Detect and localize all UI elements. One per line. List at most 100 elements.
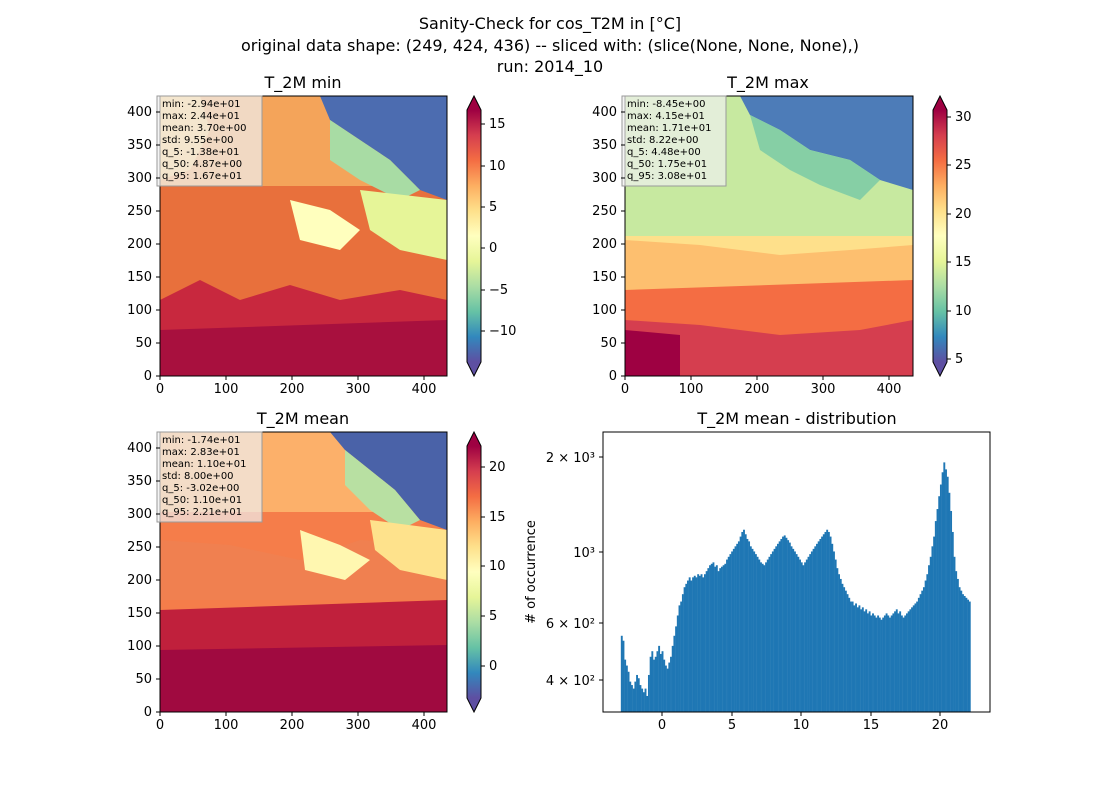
histogram-bar (631, 685, 633, 712)
histogram-bar (812, 548, 815, 712)
y-tick-label: 0 (144, 705, 152, 720)
histogram-bar (958, 587, 961, 712)
x-tick-label: 100 (679, 382, 704, 397)
stats-line: q_5: 4.48e+00 (627, 147, 701, 158)
heatmap-image (159, 431, 448, 713)
histogram-bar (627, 671, 630, 712)
colorbar-tick-label: 15 (955, 255, 972, 270)
histogram-bar (680, 601, 683, 712)
colorbar: 0 5 10 15 20 (466, 430, 506, 714)
histogram-bar (754, 554, 757, 712)
y-tick-label: 150 (592, 270, 617, 285)
histogram-bar (712, 562, 715, 712)
histogram-bar (829, 536, 832, 712)
histogram-bar (795, 554, 798, 712)
y-tick-label: 350 (127, 474, 152, 489)
y-tick-label: 200 (127, 573, 152, 588)
histogram-bar (715, 565, 718, 712)
stats-line: q_95: 3.08e+01 (627, 171, 707, 182)
x-tick-label: 200 (745, 382, 770, 397)
histogram-bar (717, 571, 720, 712)
stats-line: q_95: 2.21e+01 (162, 507, 242, 518)
stats-box: min: -1.74e+01 max: 2.83e+01 mean: 1.10e… (156, 431, 263, 523)
histogram-bar (895, 609, 898, 712)
histogram-bar (761, 563, 764, 712)
colorbar-tick-label: 5 (955, 352, 963, 367)
histogram-bar (860, 609, 863, 712)
x-axis: 0 100 200 300 400 (621, 376, 901, 397)
y-tick-label: 50 (135, 336, 152, 351)
histogram-bar (904, 615, 907, 712)
y-tick-label: 250 (127, 204, 152, 219)
stats-box: min: -8.45e+00 max: 4.15e+01 mean: 1.71e… (621, 95, 727, 187)
histogram-bar (663, 659, 666, 712)
colorbar-tick-label: 0 (489, 659, 497, 674)
colorbar-tick-label: 30 (955, 110, 972, 125)
histogram-bar (805, 559, 808, 712)
histogram-bar (760, 562, 762, 712)
y-tick-label: 350 (127, 138, 152, 153)
colorbar-tick-label: 15 (489, 117, 506, 132)
y-tick-label: 100 (127, 639, 152, 654)
histogram-bar (739, 536, 742, 712)
histogram-bar (948, 492, 951, 712)
stats-line: mean: 3.70e+00 (162, 123, 246, 134)
histogram-bar (810, 551, 813, 712)
y-tick-label: 4 × 10² (546, 674, 595, 689)
stats-line: q_50: 4.87e+00 (162, 159, 242, 170)
x-tick-label: 0 (156, 382, 164, 397)
histogram-bar (690, 580, 693, 712)
histogram-bar (788, 542, 791, 712)
histogram-bar (649, 656, 652, 712)
histogram-bar (775, 546, 778, 712)
histogram-bar (693, 575, 696, 712)
histogram-bar (865, 609, 868, 712)
histogram-bar (906, 613, 908, 712)
x-tick-label: 400 (412, 382, 437, 397)
histogram-bar (807, 556, 810, 712)
y-tick-label: 350 (592, 138, 617, 153)
stats-line: max: 2.44e+01 (162, 111, 240, 122)
histogram-bar (941, 472, 944, 712)
histogram-bar (732, 548, 735, 712)
histogram-bar (646, 695, 649, 712)
histogram-bar (843, 587, 846, 712)
x-tick-label: 100 (214, 718, 239, 733)
histogram-bar (878, 617, 881, 712)
x-axis: 0 100 200 300 400 (156, 376, 437, 397)
panel-t2m-min: T_2M min min: -2.94e+01 max: 2.44e+01 me… (127, 73, 516, 397)
colorbar-tick-label: 15 (489, 510, 506, 525)
histogram-bar (710, 563, 713, 712)
histogram-bar (858, 605, 861, 712)
histogram-bar (931, 546, 934, 712)
colorbar-extend-min (933, 362, 947, 376)
histogram-bar (907, 611, 910, 712)
y-tick-label: 2 × 10³ (546, 451, 595, 466)
histogram-bar (934, 521, 937, 712)
panel-t2m-mean: T_2M mean min: -1.74e+01 max: 2.83e+01 m… (127, 409, 505, 733)
histogram-bar (664, 665, 667, 712)
histogram-bar (729, 554, 732, 712)
panel-title: T_2M max (726, 73, 809, 93)
x-tick-label: 300 (811, 382, 836, 397)
histogram-bar (899, 611, 902, 712)
colorbar-tick-label: 10 (489, 159, 506, 174)
x-tick-label: 15 (863, 718, 880, 733)
histogram-bar (720, 566, 723, 712)
histogram-bar (826, 529, 829, 712)
histogram-bar (926, 574, 929, 712)
histogram-bar (849, 601, 852, 712)
histogram-bar (924, 580, 927, 712)
figure-title-line-3: run: 2014_10 (497, 57, 603, 77)
x-tick-label: 400 (412, 718, 437, 733)
histogram-bar (741, 531, 744, 712)
histogram-bar (933, 536, 936, 712)
histogram-bar (873, 615, 876, 712)
x-tick-label: 100 (214, 382, 239, 397)
histogram-bar (792, 548, 795, 712)
histogram-bar (695, 577, 698, 712)
histogram-bar (697, 574, 700, 712)
stats-line: max: 4.15e+01 (627, 111, 705, 122)
histogram-bar (778, 541, 781, 712)
histogram-bar (719, 568, 722, 712)
